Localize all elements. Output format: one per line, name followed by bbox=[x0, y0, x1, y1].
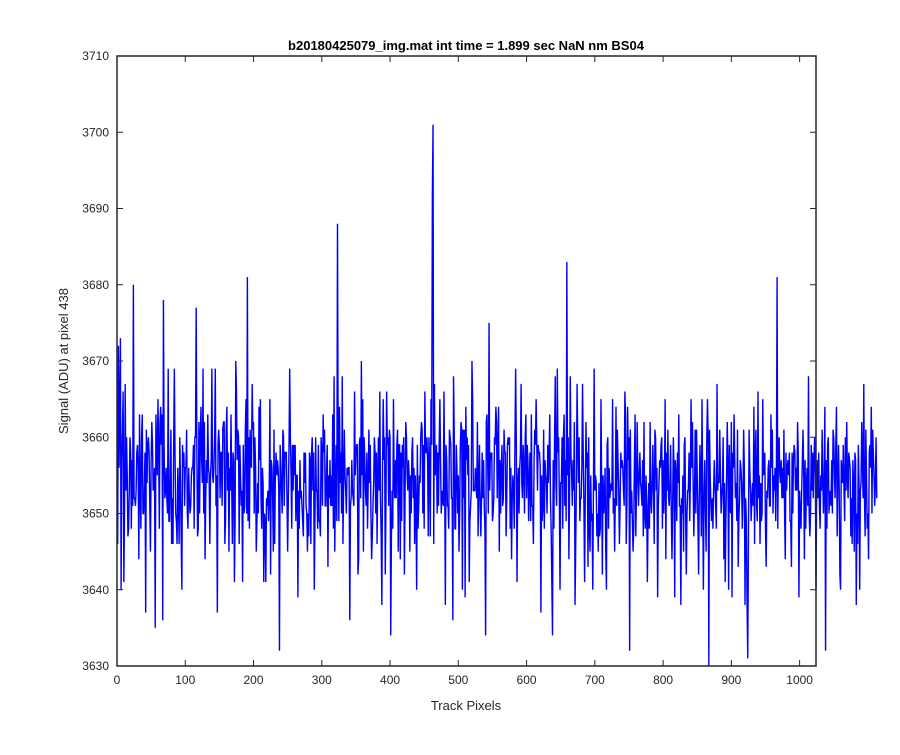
y-tick-label: 3640 bbox=[82, 583, 109, 597]
y-tick-label: 3680 bbox=[82, 278, 109, 292]
y-tick-label: 3700 bbox=[82, 125, 109, 139]
x-tick-label: 500 bbox=[448, 673, 468, 687]
x-tick-label: 100 bbox=[175, 673, 195, 687]
x-tick-label: 300 bbox=[312, 673, 332, 687]
x-tick-label: 0 bbox=[114, 673, 121, 687]
y-tick-label: 3690 bbox=[82, 202, 109, 216]
series-line-1 bbox=[116, 124, 878, 667]
x-tick-label: 600 bbox=[517, 673, 537, 687]
x-tick-label: 1000 bbox=[786, 673, 813, 687]
y-tick-label: 3670 bbox=[82, 354, 109, 368]
x-tick-label: 400 bbox=[380, 673, 400, 687]
axes-box bbox=[116, 55, 817, 667]
chart-title: b20180425079_img.mat int time = 1.899 se… bbox=[288, 38, 645, 53]
ticks-layer: 0 100 200 300 400 500 600 700 800 900 1000 3630 3640… bbox=[82, 49, 816, 687]
data-layer bbox=[116, 124, 878, 667]
x-tick-label: 800 bbox=[653, 673, 673, 687]
y-tick-label: 3630 bbox=[82, 659, 109, 673]
x-tick-label: 700 bbox=[585, 673, 605, 687]
x-tick-label: 200 bbox=[244, 673, 264, 687]
x-tick-label: 900 bbox=[721, 673, 741, 687]
y-tick-label: 3710 bbox=[82, 49, 109, 63]
y-tick-label: 3650 bbox=[82, 507, 109, 521]
y-tick-label: 3660 bbox=[82, 430, 109, 444]
x-axis-label: Track Pixels bbox=[431, 698, 502, 713]
plot-area bbox=[117, 56, 816, 666]
y-axis-label: Signal (ADU) at pixel 438 bbox=[56, 288, 71, 434]
